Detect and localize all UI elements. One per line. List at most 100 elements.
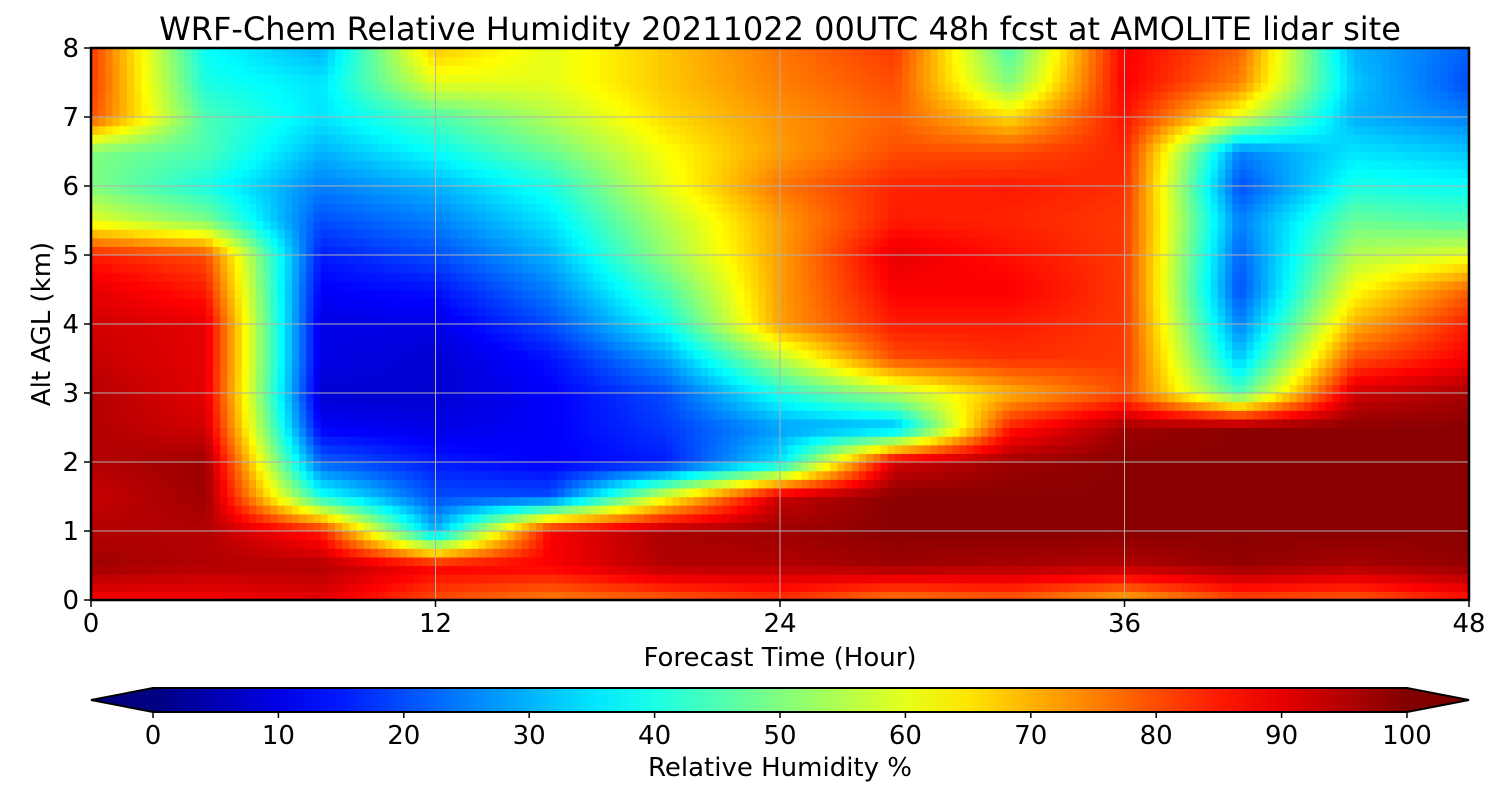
heatmap-cell (284, 531, 293, 541)
heatmap-cell (629, 556, 638, 567)
heatmap-cell (923, 591, 932, 600)
heatmap-cell (1210, 401, 1219, 411)
heatmap-cell (485, 410, 494, 420)
heatmap-cell (1038, 574, 1047, 584)
heatmap-cell (1282, 582, 1291, 592)
heatmap-cell (507, 453, 516, 463)
heatmap-cell (600, 565, 609, 575)
heatmap-cell (1433, 591, 1441, 600)
heatmap-cell (234, 548, 243, 558)
heatmap-cell (457, 582, 465, 592)
heatmap-cell (1009, 582, 1018, 592)
heatmap-cell (937, 582, 946, 592)
heatmap-cell (858, 582, 867, 592)
heatmap-cell (1210, 556, 1219, 567)
heatmap-cell (1002, 375, 1011, 385)
heatmap-cell (715, 393, 724, 403)
heatmap-cell (693, 574, 702, 584)
heatmap-cell (837, 531, 846, 541)
heatmap-cell (693, 418, 702, 429)
heatmap-cell (227, 565, 236, 575)
heatmap-cell (1246, 384, 1255, 394)
heatmap-cell (356, 470, 365, 480)
heatmap-cell (708, 418, 717, 429)
heatmap-cell (356, 574, 365, 584)
heatmap-cell (1411, 505, 1420, 515)
heatmap-cell (284, 548, 293, 558)
heatmap-cell (507, 436, 516, 446)
heatmap-cell (1268, 375, 1276, 385)
heatmap-cell (1346, 522, 1355, 532)
heatmap-cell (306, 591, 315, 600)
heatmap-cell (1016, 522, 1025, 532)
heatmap-cell (1318, 522, 1327, 532)
heatmap-cell (1224, 522, 1233, 532)
heatmap-cell (579, 556, 587, 567)
heatmap-cell (751, 444, 760, 454)
heatmap-cell (571, 539, 580, 549)
heatmap-cell (1124, 556, 1133, 567)
heatmap-cell (844, 470, 853, 480)
heatmap-cell (1088, 496, 1097, 506)
heatmap-cell (650, 505, 659, 515)
heatmap-cell (995, 505, 1004, 515)
heatmap-cell (277, 384, 286, 394)
heatmap-cell (1411, 427, 1420, 437)
heatmap-cell (335, 582, 343, 592)
heatmap-cell (191, 539, 200, 549)
heatmap-cell (177, 427, 185, 437)
heatmap-cell (284, 427, 293, 437)
heatmap-cell (1059, 384, 1068, 394)
heatmap-cell (1375, 539, 1384, 549)
heatmap-cell (126, 393, 135, 403)
heatmap-cell (385, 531, 394, 541)
heatmap-cell (442, 556, 451, 567)
heatmap-cell (485, 470, 494, 480)
heatmap-cell (1296, 548, 1305, 558)
heatmap-cell (234, 565, 243, 575)
heatmap-cell (1368, 462, 1377, 472)
heatmap-cell (815, 427, 824, 437)
heatmap-cell (1217, 505, 1226, 515)
heatmap-cell (665, 565, 673, 575)
heatmap-cell (823, 470, 831, 480)
heatmap-cell (1117, 556, 1126, 567)
heatmap-cell (988, 462, 996, 472)
heatmap-cell (636, 375, 645, 385)
heatmap-cell (686, 496, 695, 506)
heatmap-cell (1447, 436, 1456, 446)
heatmap-cell (413, 505, 422, 515)
heatmap-cell (1282, 574, 1291, 584)
heatmap-cell (1031, 462, 1039, 472)
heatmap-cell (378, 505, 386, 515)
chart-title: WRF-Chem Relative Humidity 20211022 00UT… (159, 10, 1401, 48)
heatmap-cell (449, 513, 458, 523)
heatmap-cell (435, 410, 444, 420)
heatmap-cell (1425, 539, 1434, 549)
heatmap-cell (1167, 410, 1176, 420)
heatmap-cell (894, 522, 903, 532)
heatmap-cell (1289, 591, 1298, 600)
heatmap-cell (1260, 384, 1269, 394)
heatmap-cell (772, 513, 781, 523)
heatmap-cell (521, 591, 530, 600)
heatmap-cell (851, 582, 860, 592)
heatmap-cell (722, 427, 731, 437)
heatmap-cell (213, 393, 221, 403)
heatmap-cell (1268, 539, 1276, 549)
heatmap-cell (1196, 418, 1205, 429)
heatmap-cell (421, 539, 429, 549)
heatmap-cell (830, 582, 839, 592)
heatmap-cell (1217, 470, 1226, 480)
heatmap-cell (1102, 462, 1111, 472)
heatmap-cell (823, 393, 831, 403)
heatmap-cell (464, 470, 472, 480)
heatmap-cell (1411, 453, 1420, 463)
heatmap-cell (126, 574, 135, 584)
heatmap-cell (1390, 453, 1398, 463)
heatmap-cell (923, 401, 932, 411)
heatmap-cell (342, 470, 350, 480)
heatmap-cell (1253, 375, 1262, 385)
heatmap-cell (385, 513, 394, 523)
heatmap-cell (413, 470, 422, 480)
